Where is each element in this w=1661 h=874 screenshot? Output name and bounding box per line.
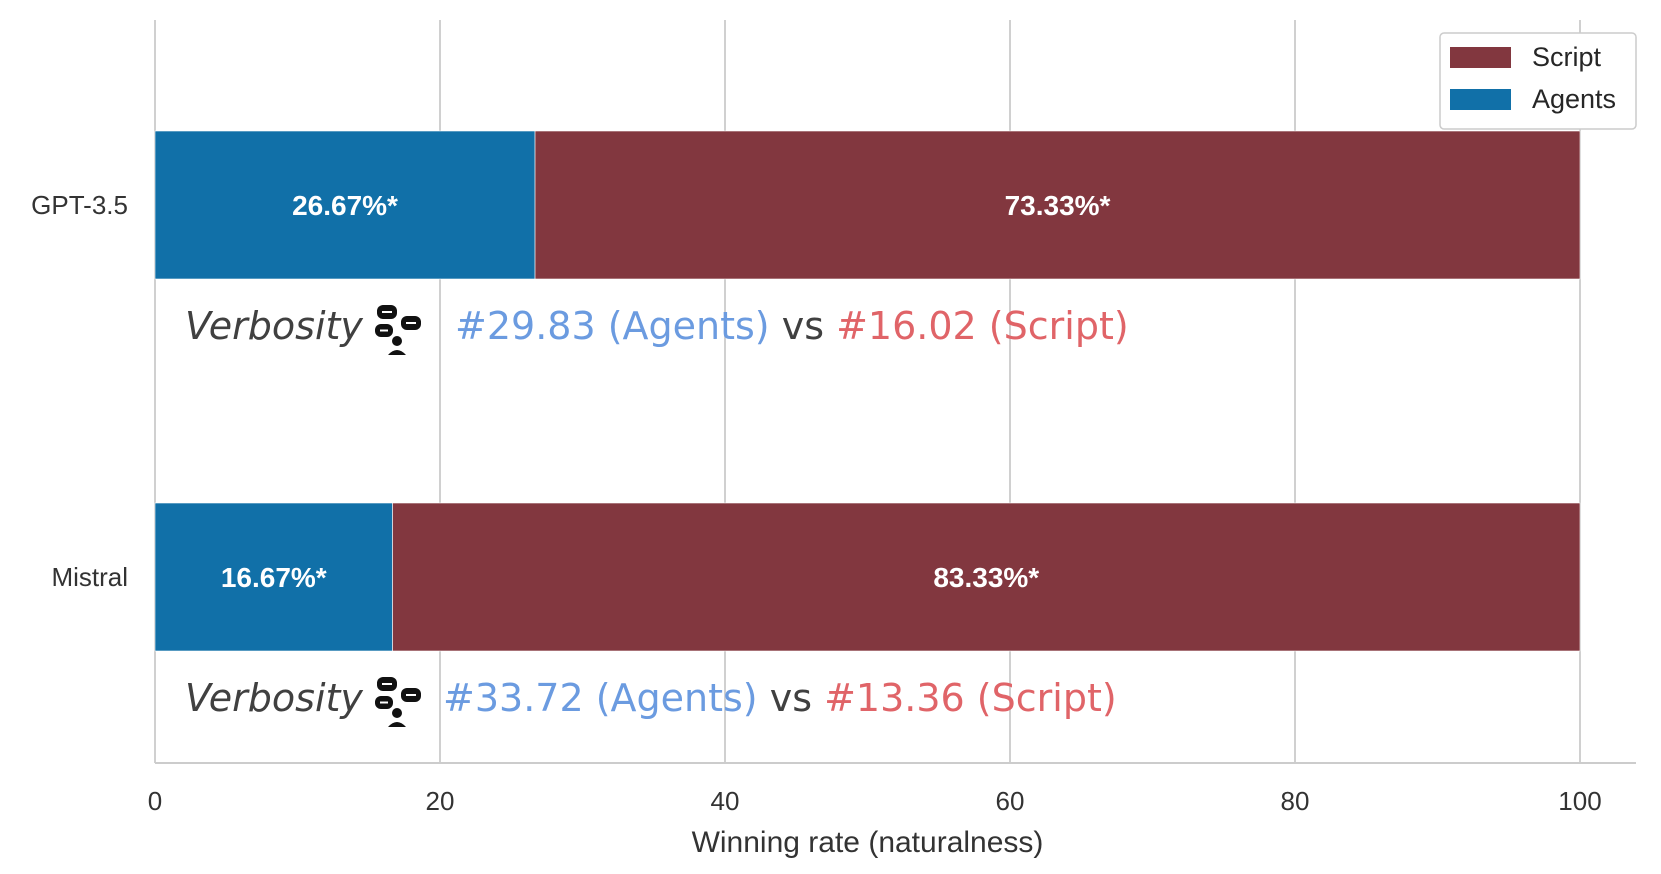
vs-text: vs [770,304,836,348]
script-verbosity: #16.02 (Script) [836,304,1129,348]
y-tick-label: Mistral [51,562,128,592]
script-verbosity: #13.36 (Script) [824,676,1117,720]
bar-script-gpt-3.5 [534,130,1581,280]
speech-bubbles-person-icon [375,305,421,355]
bar-agents-gpt-3.5 [154,130,536,280]
speech-bubbles-person-icon [375,677,421,727]
legend-swatch-agents [1450,89,1511,110]
x-tick-label: 80 [1281,786,1310,816]
x-tick-label: 20 [426,786,455,816]
verbosity-annotation: Verbosity #29.83 (Agents) vs #16.02 (Scri… [185,304,1129,355]
x-tick-label: 100 [1558,786,1601,816]
bar-agents-mistral [154,502,393,652]
data-label: 26.67%* [292,190,398,221]
x-tick-label: 60 [996,786,1025,816]
agents-verbosity: #33.72 (Agents) [443,676,758,720]
x-tick-label: 0 [148,786,162,816]
legend-label: Script [1532,42,1602,72]
y-tick-labels: GPT-3.5 Mistral [31,190,128,592]
x-axis-title: Winning rate (naturalness) [692,826,1044,859]
x-tick-label: 40 [711,786,740,816]
legend-label: Agents [1532,84,1616,114]
y-tick-label: GPT-3.5 [31,190,128,220]
agents-verbosity: #29.83 (Agents) [455,304,770,348]
bar-labels: 26.67%* 73.33%* 16.67%* 83.33%* [221,190,1111,593]
x-tick-labels: 0 20 40 60 80 100 [148,786,1602,816]
verbosity-values: #29.83 (Agents) vs #16.02 (Script) [455,304,1129,348]
data-label: 83.33%* [933,562,1039,593]
data-label: 73.33%* [1005,190,1111,221]
verbosity-label: Verbosity [185,304,363,348]
verbosity-annotations: Verbosity #29.83 (Agents) vs #16.02 (Scri… [185,304,1129,727]
data-label: 16.67%* [221,562,327,593]
vs-text: vs [758,676,824,720]
legend-swatch-script [1450,47,1511,68]
verbosity-annotation: Verbosity #33.72 (Agents) vs #13.36 (Scri… [185,676,1117,727]
legend: Script Agents [1439,32,1637,130]
bars [154,130,1581,652]
verbosity-values: #33.72 (Agents) vs #13.36 (Script) [443,676,1117,720]
verbosity-label: Verbosity [185,676,363,720]
bar-script-mistral [392,502,1581,652]
